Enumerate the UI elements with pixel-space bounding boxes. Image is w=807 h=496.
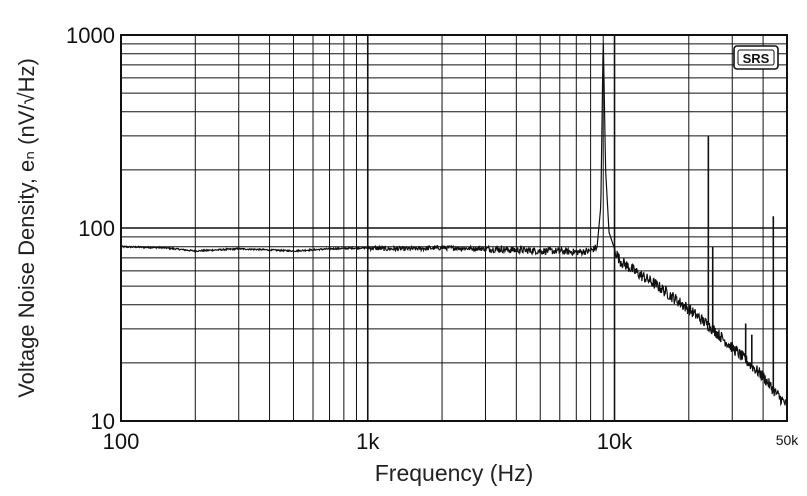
- plot-border: [120, 34, 788, 422]
- y-axis-title: Voltage Noise Density, eₙ (nV/√Hz): [14, 58, 39, 398]
- noise-trace: [120, 43, 788, 407]
- srs-logo-text: SRS: [743, 51, 770, 66]
- y-tick-label: 10: [91, 409, 115, 434]
- grid-lines: [120, 34, 788, 422]
- spike-lines: [707, 135, 775, 390]
- x-tick-label: 10k: [597, 429, 633, 454]
- y-tick-label: 100: [78, 216, 115, 241]
- noise-line: [120, 43, 788, 407]
- y-tick-label: 1000: [66, 23, 115, 48]
- x-axis-title: Frequency (Hz): [375, 460, 533, 486]
- x-tick-label: 1k: [356, 429, 380, 454]
- plot-frame: [120, 34, 788, 422]
- x-tick-labels: 100 1k 10k 50k: [103, 429, 800, 454]
- x-tick-label: 100: [103, 429, 140, 454]
- x-tick-label: 50k: [776, 432, 800, 448]
- srs-logo: SRS: [733, 45, 779, 70]
- y-tick-labels: 10 100 1000: [66, 23, 115, 434]
